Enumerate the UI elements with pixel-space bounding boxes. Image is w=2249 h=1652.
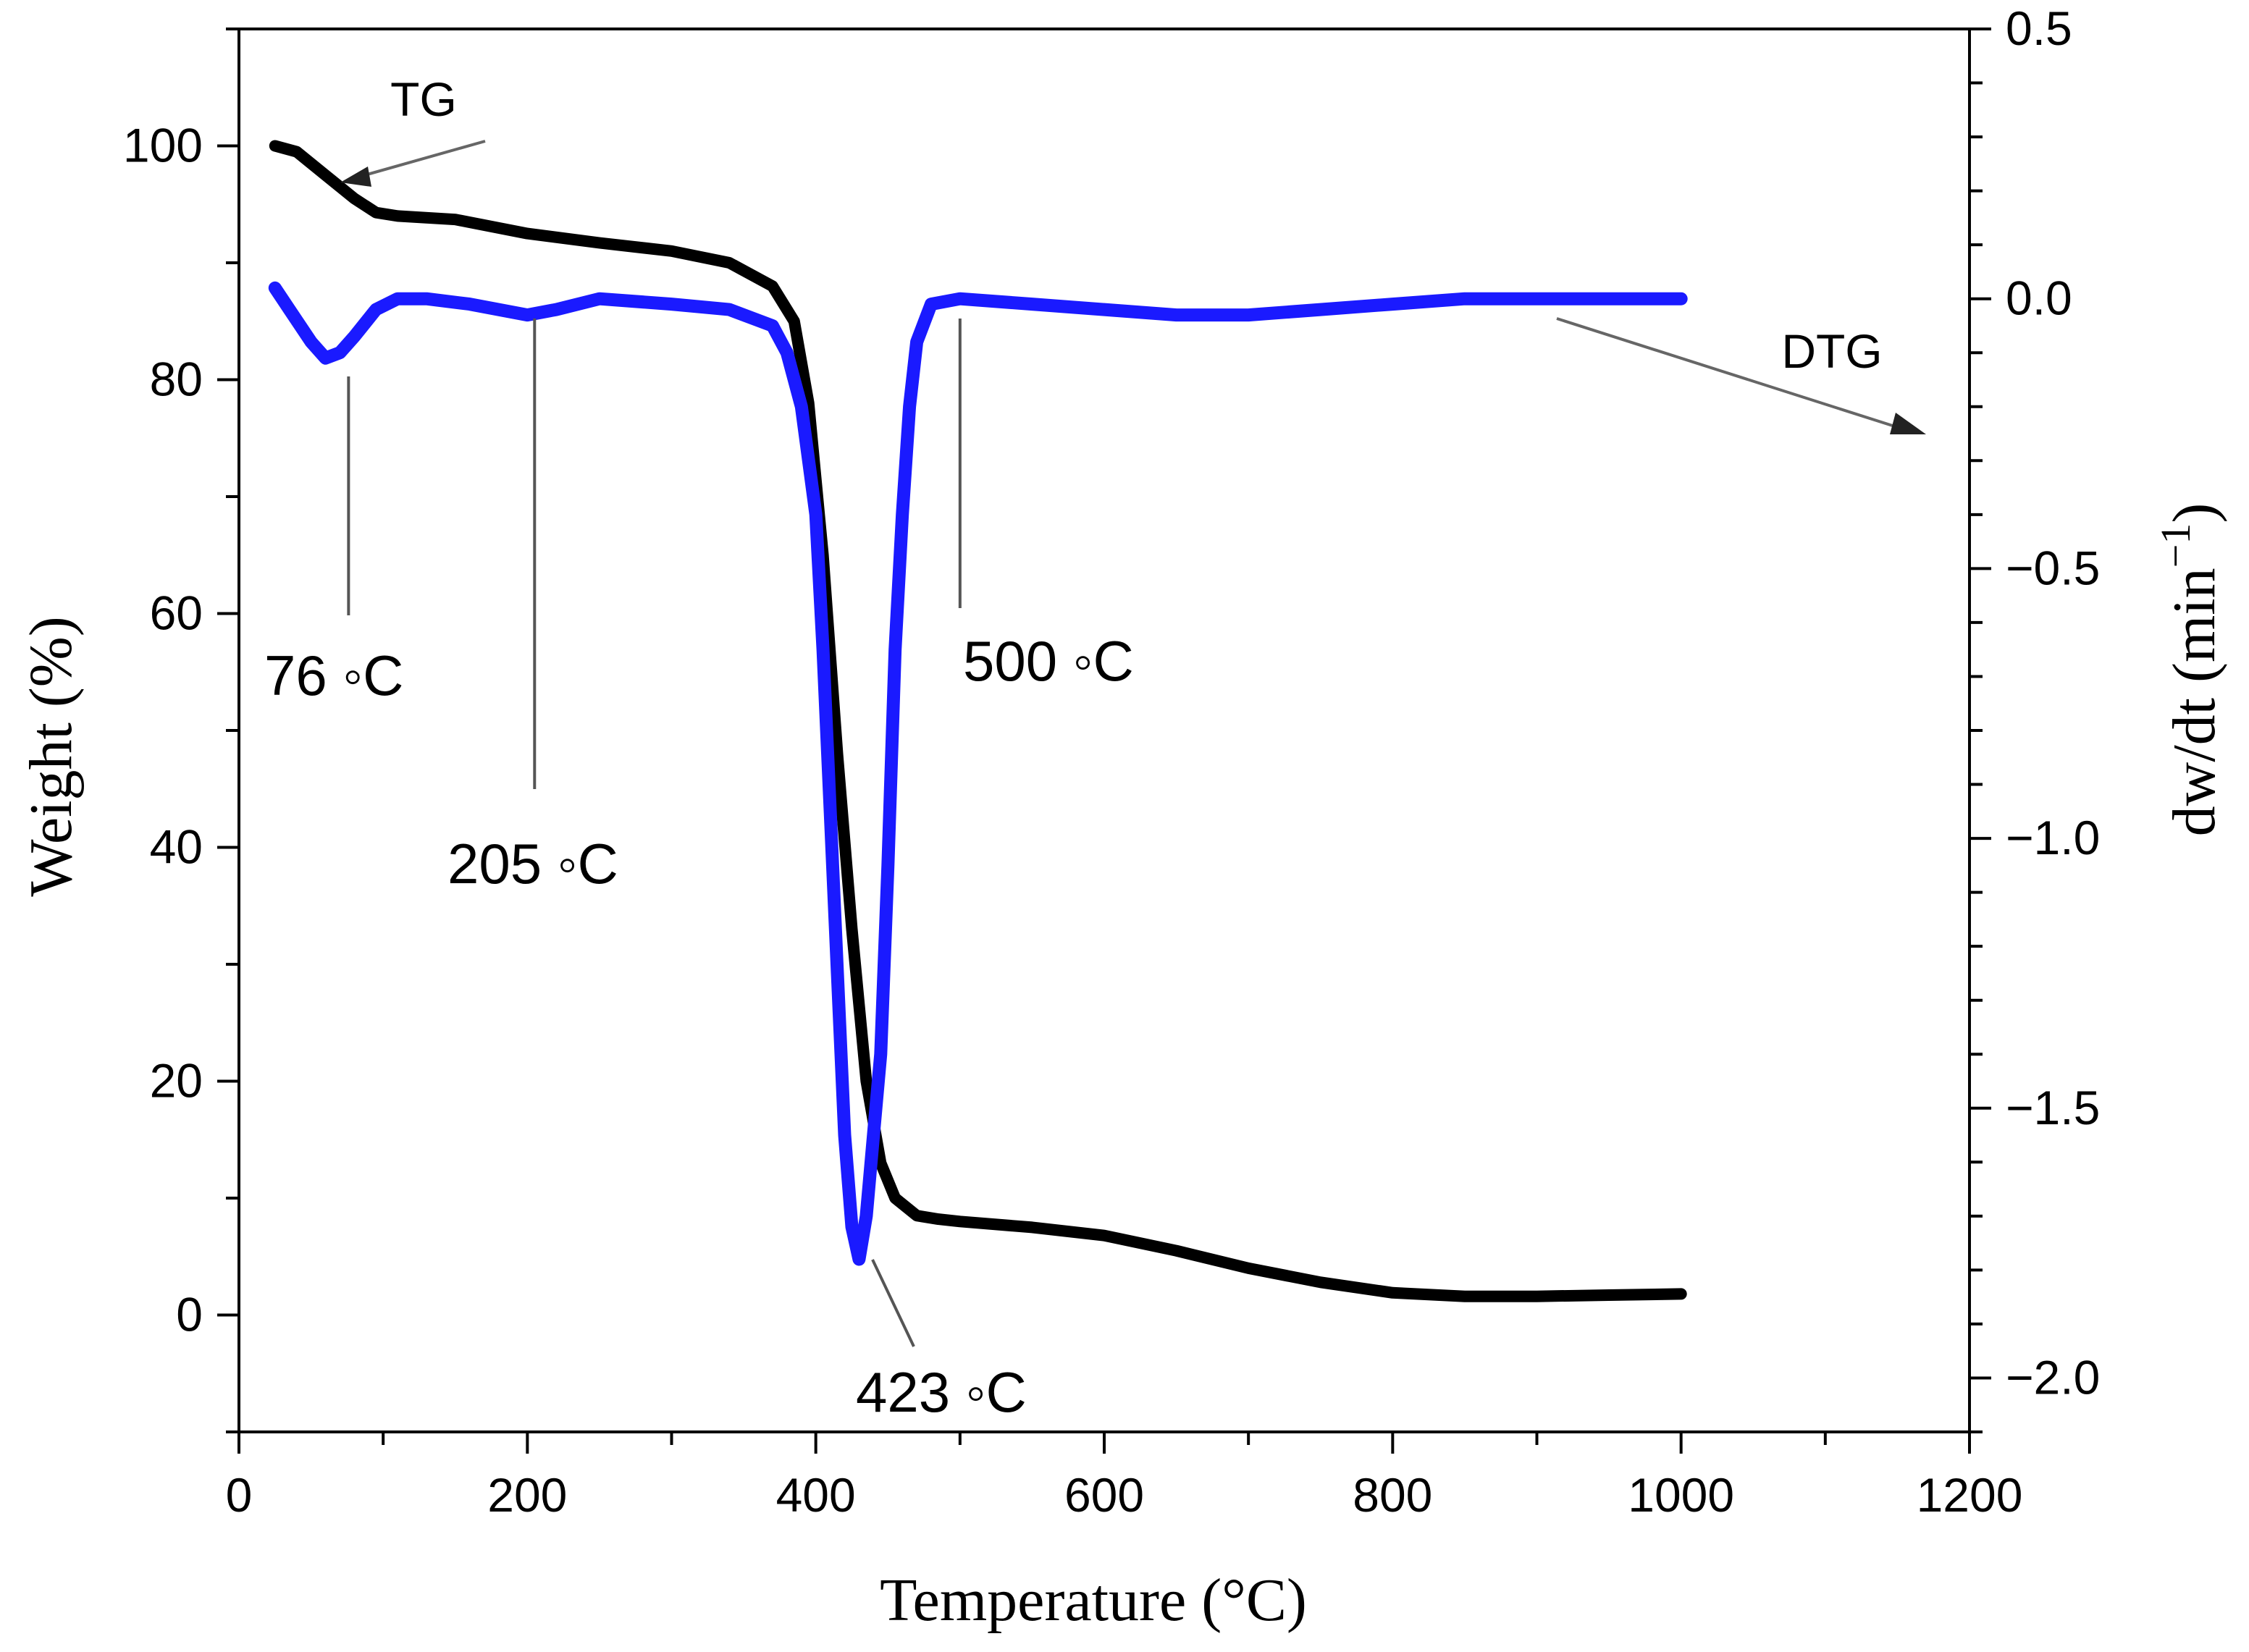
x-axis-title: Temperature (°C) xyxy=(880,1567,1307,1634)
y-tick-label: 80 xyxy=(150,353,203,406)
peak-423-leader xyxy=(871,1259,915,1347)
series-line-tg xyxy=(269,140,1687,1302)
x-tick-label: 200 xyxy=(487,1468,567,1522)
x-tick-label: 1000 xyxy=(1628,1468,1734,1522)
tg-arrow-line xyxy=(361,140,486,177)
plot-frame xyxy=(237,28,1971,1433)
x-tick-label: 600 xyxy=(1064,1468,1144,1522)
x-tick-label: 0 xyxy=(226,1468,253,1522)
y2-axis-title-sup: −1 xyxy=(2152,523,2199,568)
tg-arrow-head xyxy=(340,167,371,187)
annotation-layer: TG DTG 76 ◦C 205 ◦C 500 ◦C 423 ◦C xyxy=(264,72,1926,1424)
series-line-dtg xyxy=(268,281,1688,1266)
y-tick-label: 100 xyxy=(123,119,203,172)
series-layer xyxy=(268,140,1688,1302)
y2-tick-label: −0.5 xyxy=(2006,541,2100,594)
tg-label: TG xyxy=(390,72,457,126)
x-tick-label: 1200 xyxy=(1917,1468,2023,1522)
y2-axis-title: dw/dt (min−1) xyxy=(2152,503,2228,837)
y2-axis-title-base: dw/dt (min xyxy=(2161,568,2228,836)
y-axis-title: Weight (%) xyxy=(17,616,85,896)
plot-area-border xyxy=(237,28,1971,1433)
y2-axis-title-close: ) xyxy=(2161,503,2228,523)
ticks-layer: 0 200 400 600 800 1000 1200 0 20 40 60 80 100 0.5 0.0 −… xyxy=(123,1,2100,1522)
y-tick-label: 0 xyxy=(176,1288,203,1341)
dtg-arrow-line xyxy=(1556,317,1898,429)
y2-tick-label: 0.5 xyxy=(2006,1,2072,55)
y2-tick-label: −2.0 xyxy=(2006,1350,2100,1404)
y-tick-label: 20 xyxy=(150,1054,203,1108)
x-tick-label: 800 xyxy=(1353,1468,1432,1522)
y2-tick-label: −1.0 xyxy=(2006,811,2100,864)
dtg-arrow-head xyxy=(1890,413,1926,434)
peak-500-label: 500 ◦C xyxy=(963,629,1134,693)
y-tick-label: 40 xyxy=(150,820,203,874)
peak-423-label: 423 ◦C xyxy=(856,1360,1027,1424)
peak-205-label: 205 ◦C xyxy=(447,832,618,895)
y-tick-label: 60 xyxy=(150,586,203,640)
y2-tick-label: 0.0 xyxy=(2006,271,2072,325)
x-tick-label: 400 xyxy=(776,1468,856,1522)
dtg-label: DTG xyxy=(1781,324,1882,378)
y2-tick-label: −1.5 xyxy=(2006,1081,2100,1134)
peak-76-label: 76 ◦C xyxy=(264,644,403,707)
